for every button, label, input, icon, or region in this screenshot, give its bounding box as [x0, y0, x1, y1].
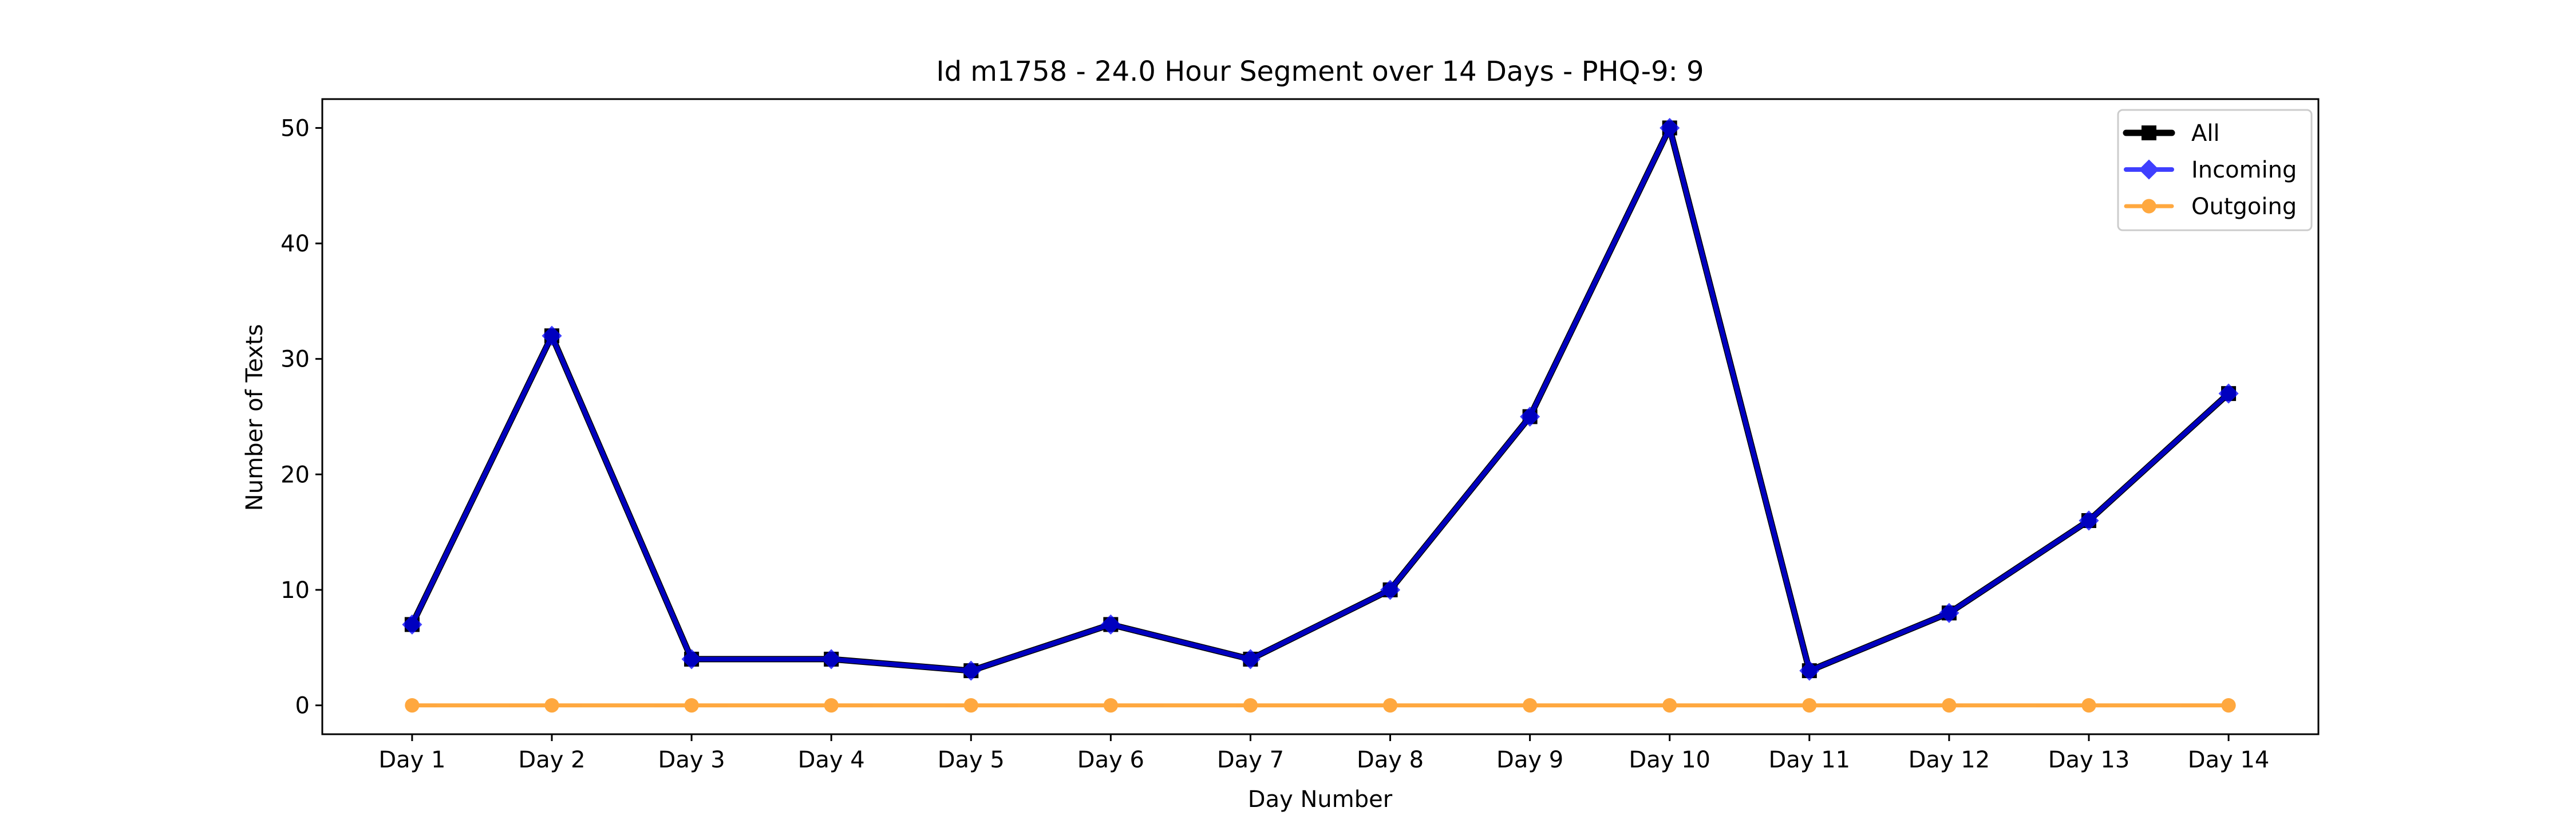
data-point-outgoing	[824, 698, 839, 713]
data-point-outgoing	[1523, 698, 1538, 713]
y-axis-label: Number of Texts	[242, 324, 268, 511]
y-tick-label: 50	[280, 115, 310, 141]
data-point-incoming	[1100, 614, 1121, 635]
data-point-incoming	[2079, 510, 2099, 531]
x-tick-label: Day 1	[378, 747, 445, 773]
series-outgoing	[405, 698, 2236, 713]
data-point-incoming	[402, 614, 422, 635]
plot-frame	[321, 98, 2320, 735]
data-point-incoming	[542, 325, 562, 346]
x-tick-label: Day 12	[1909, 747, 1990, 773]
data-point-outgoing	[684, 698, 699, 713]
y-tick-label: 10	[280, 577, 310, 604]
data-point-incoming	[1660, 117, 1680, 138]
data-point-outgoing	[2081, 698, 2096, 713]
data-point-outgoing	[544, 698, 559, 713]
x-tick-label: Day 8	[1357, 747, 1424, 773]
x-tick-label: Day 6	[1077, 747, 1144, 773]
data-point-incoming	[2218, 383, 2239, 404]
x-tick-label: Day 5	[938, 747, 1005, 773]
data-point-incoming	[1520, 406, 1540, 427]
x-tick-label: Day 2	[518, 747, 585, 773]
data-point-incoming	[1380, 580, 1401, 600]
legend-marker	[2139, 159, 2159, 180]
legend-box	[2117, 109, 2313, 231]
legend-marker	[2142, 125, 2156, 140]
legend-entry-all	[2123, 125, 2175, 140]
legend: All Incoming Outgoing	[2117, 109, 2313, 231]
y-axis: 0 10 20 30 40 50	[280, 115, 322, 719]
legend-label: All	[2191, 120, 2220, 147]
y-tick-label: 20	[280, 462, 310, 488]
legend-label: Outgoing	[2191, 194, 2297, 220]
x-tick-label: Day 4	[798, 747, 865, 773]
data-point-outgoing	[963, 698, 978, 713]
legend-entry-outgoing	[2124, 199, 2174, 214]
data-point-incoming	[1240, 649, 1261, 670]
chart-title: Id m1758 - 24.0 Hour Segment over 14 Day…	[936, 56, 1704, 88]
legend-marker	[2142, 199, 2156, 214]
x-tick-label: Day 9	[1496, 747, 1563, 773]
data-point-outgoing	[1942, 698, 1957, 713]
y-tick-label: 40	[280, 231, 310, 257]
x-tick-label: Day 7	[1217, 747, 1284, 773]
y-tick-label: 30	[280, 346, 310, 373]
data-point-outgoing	[405, 698, 420, 713]
y-tick-label: 0	[295, 693, 310, 719]
data-point-incoming	[1799, 660, 1820, 681]
x-axis-label: Day Number	[1248, 786, 1393, 813]
x-axis: Day 1 Day 2 Day 3 Day 4 Day 5 Day 6 Day 7 Day 8…	[378, 734, 2269, 773]
data-point-incoming	[1939, 602, 1959, 623]
data-point-outgoing	[1662, 698, 1677, 713]
data-point-outgoing	[1243, 698, 1258, 713]
data-point-outgoing	[2221, 698, 2236, 713]
x-tick-label: Day 13	[2048, 747, 2130, 773]
data-point-incoming	[681, 649, 702, 670]
legend-label: Incoming	[2191, 157, 2297, 183]
series-incoming	[402, 117, 2239, 681]
data-point-outgoing	[1802, 698, 1817, 713]
data-point-incoming	[961, 660, 981, 681]
plot-area	[402, 117, 2239, 713]
data-point-outgoing	[1382, 698, 1398, 713]
legend-entry-incoming	[2124, 159, 2174, 180]
x-tick-label: Day 10	[1629, 747, 1710, 773]
x-tick-label: Day 11	[1769, 747, 1851, 773]
data-point-incoming	[821, 649, 841, 670]
series-line-incoming	[409, 125, 2231, 674]
data-point-outgoing	[1103, 698, 1118, 713]
x-tick-label: Day 3	[658, 747, 725, 773]
x-tick-label: Day 14	[2188, 747, 2270, 773]
